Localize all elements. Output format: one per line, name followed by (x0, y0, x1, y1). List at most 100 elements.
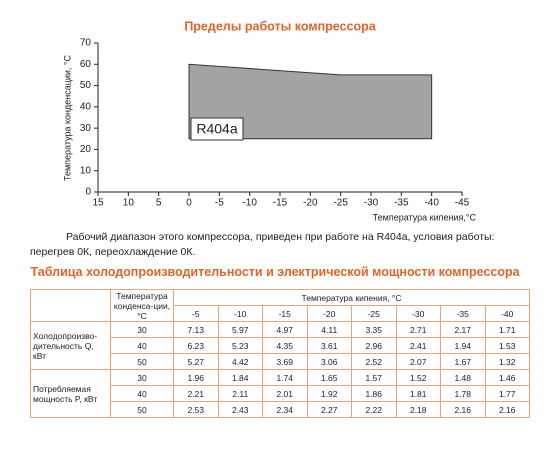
table-cell: 1.46 (484, 369, 530, 386)
y-tick-label: 60 (80, 59, 92, 70)
table-cell: 5.97 (217, 321, 263, 338)
x-tick-label: -25 (333, 198, 348, 209)
table: Температура конденса-ции, °C Температура … (30, 289, 530, 418)
table-cell: 3.69 (262, 353, 308, 370)
label-box (190, 117, 244, 141)
column-header: -10 (217, 305, 263, 322)
table-cell: 4.35 (262, 337, 308, 354)
corner-cell (30, 289, 111, 322)
table-cell: 1.92 (306, 385, 352, 402)
y-tick-label: 10 (80, 165, 92, 176)
x-tick-label: -35 (394, 198, 409, 209)
column-header: -15 (262, 305, 308, 322)
x-tick-label: 15 (92, 198, 104, 209)
y-tick-label: 40 (80, 101, 92, 112)
operating-area (188, 63, 433, 140)
table-cell: 2.43 (217, 401, 263, 418)
table-cell: 2.53 (173, 401, 219, 418)
y-tick-label: 20 (80, 144, 92, 155)
column-header: -25 (351, 305, 397, 322)
table-row: Потребляемая мощность P, кВт 30 1.96 1.84 1.… (30, 369, 530, 418)
table-cell: 4.11 (306, 321, 352, 338)
condensing-cell: 50 (110, 401, 174, 418)
x-tick-label: -45 (455, 198, 470, 209)
x-tick-label: -5 (215, 198, 224, 209)
table-cell: 2.27 (306, 401, 352, 418)
table-cell: 1.81 (395, 385, 441, 402)
x-tick-label: 5 (156, 198, 162, 209)
table-cell: 4.97 (262, 321, 308, 338)
table-row: 40 6.23 5.23 4.35 3.61 2.96 2.41 1.94 1.53 (31, 337, 530, 354)
table-cell: 2.16 (440, 401, 486, 418)
column-header: -5 (173, 305, 219, 322)
table-cell: 1.67 (440, 353, 486, 370)
table-row: -5 -10 -15 -20 -25 -30 -35 -40 (31, 305, 530, 322)
chart-title: Пределы работы компрессора (184, 19, 376, 33)
x-tick-label: -20 (303, 198, 318, 209)
table-cell: 1.78 (440, 385, 486, 402)
series-label: R404a (196, 121, 237, 137)
table-cell: 2.52 (351, 353, 397, 370)
y-tick-label: 50 (80, 80, 92, 91)
table-cell: 2.16 (484, 401, 530, 418)
table-cell: 5.23 (217, 337, 263, 354)
table-row: Холодопроизво-дительность Q, кВт 30 7.13 5.… (30, 321, 530, 370)
table-cell: 1.74 (262, 369, 308, 386)
column-header: -40 (484, 305, 530, 322)
table-cell: 1.65 (306, 369, 352, 386)
chart: Пределы работы компрессора Температура к… (62, 19, 477, 222)
condensing-cell: 40 (110, 337, 174, 354)
x-tick-label: -30 (364, 198, 379, 209)
table-cell: 2.22 (351, 401, 397, 418)
table-cell: 1.57 (351, 369, 397, 386)
table-row: Температура конденса-ции, °C Температура … (30, 289, 530, 322)
table-cell: 2.21 (173, 385, 219, 402)
condensing-cell: 40 (110, 385, 174, 402)
column-header: -30 (395, 305, 441, 322)
table-cell: 2.17 (440, 321, 486, 338)
table-cell: 1.84 (217, 369, 263, 386)
column-header: -20 (306, 305, 352, 322)
header-cell: Температура кипения, °C (173, 289, 530, 306)
table-cell: 1.77 (484, 385, 530, 402)
table-cell: 1.53 (484, 337, 530, 354)
table-cell: 3.35 (351, 321, 397, 338)
x-axis-label: Температура кипения,°C (373, 212, 477, 222)
y-tick-label: 30 (80, 123, 92, 134)
table-cell: 1.96 (173, 369, 219, 386)
column-header: -35 (440, 305, 486, 322)
table-cell: 2.11 (217, 385, 263, 402)
table-cell: 1.32 (484, 353, 530, 370)
header-cell: Температура конденса-ции, °C (110, 289, 174, 322)
table-cell: 6.23 (173, 337, 219, 354)
table-cell: 2.34 (262, 401, 308, 418)
table-cell: 5.27 (173, 353, 219, 370)
table-cell: 1.71 (484, 321, 530, 338)
table-cell: 3.61 (306, 337, 352, 354)
y-tick-label: 0 (85, 187, 91, 198)
y-axis-label: Температура конденсации, °C (62, 54, 72, 181)
y-tick-label: 70 (80, 38, 92, 49)
condensing-cell: 30 (110, 369, 174, 386)
x-tick-label: 10 (123, 198, 135, 209)
group-label: Холодопроизво-дительность Q, кВт (30, 321, 111, 370)
table-cell: 4.42 (217, 353, 263, 370)
group-label: Потребляемая мощность P, кВт (30, 369, 111, 418)
condensing-cell: 30 (110, 321, 174, 338)
condensing-cell: 50 (110, 353, 174, 370)
table-cell: 1.94 (440, 337, 486, 354)
note: Рабочий диапазон этого компрессора, прив… (30, 231, 495, 258)
table-cell: 1.48 (440, 369, 486, 386)
x-tick-label: -15 (273, 198, 288, 209)
table-cell: 2.18 (395, 401, 441, 418)
x-tick-label: 0 (186, 198, 192, 209)
table-cell: 2.96 (351, 337, 397, 354)
table-cell: 2.71 (395, 321, 441, 338)
x-tick-label: -10 (242, 198, 257, 209)
table-cell: 2.01 (262, 385, 308, 402)
table-cell: 3.06 (306, 353, 352, 370)
table-row: 50 2.53 2.43 2.34 2.27 2.22 2.18 2.16 2.16 (31, 401, 530, 418)
table-cell: 2.07 (395, 353, 441, 370)
table-row: 50 5.27 4.42 3.69 3.06 2.52 2.07 1.67 1.32 (31, 353, 530, 370)
